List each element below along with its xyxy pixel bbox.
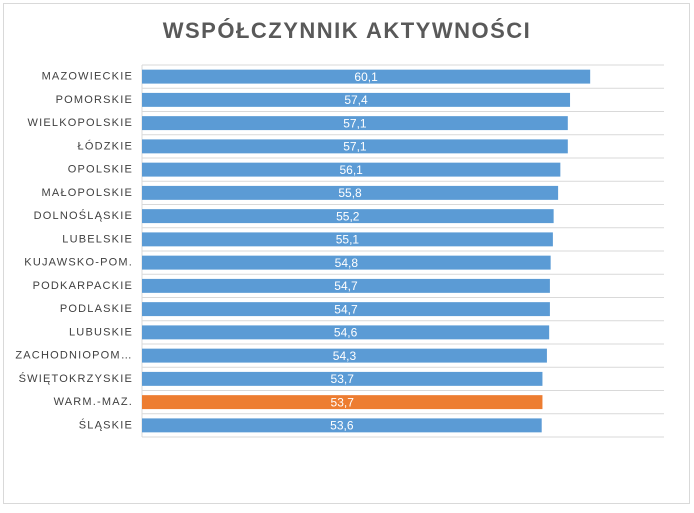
bar: [142, 139, 568, 154]
category-label: DOLNOŚLĄSKIE: [34, 209, 133, 222]
bar: [142, 92, 571, 107]
data-label: 57,1: [343, 140, 367, 154]
category-label: ŁÓDZKIE: [78, 139, 133, 152]
bar: [142, 325, 550, 340]
data-label: 55,8: [338, 186, 362, 200]
category-label: LUBELSKIE: [62, 233, 133, 245]
bar: [142, 209, 554, 224]
category-label: POMORSKIE: [56, 94, 133, 106]
data-label: 53,7: [331, 372, 355, 386]
data-label: 57,4: [344, 93, 368, 107]
bar: [142, 162, 561, 177]
data-label: 57,1: [343, 116, 367, 130]
bar: [142, 185, 559, 200]
data-label: 54,3: [333, 349, 357, 363]
bar: [142, 255, 551, 270]
category-label: PODKARPACKIE: [33, 280, 133, 292]
bar: [142, 69, 591, 84]
data-label: 56,1: [339, 163, 363, 177]
category-label: MAZOWIECKIE: [42, 71, 133, 83]
data-label: 54,6: [334, 326, 358, 340]
bar: [142, 232, 553, 247]
category-label: KUJAWSKO-POM.: [24, 257, 133, 269]
category-label: WARM.-MAZ.: [54, 396, 133, 408]
category-label: ZACHODNIOPOM…: [15, 350, 133, 362]
bar: [142, 395, 543, 410]
data-label: 55,2: [336, 209, 360, 223]
chart-title: WSPÓŁCZYNNIK AKTYWNOŚCI: [163, 18, 532, 43]
bar: [142, 348, 547, 363]
bar: [142, 418, 542, 433]
data-label: 53,6: [330, 419, 354, 433]
category-label: ŚLĄSKIE: [79, 418, 133, 431]
data-label: 60,1: [354, 70, 378, 84]
category-label: WIELKOPOLSKIE: [28, 117, 133, 129]
bar: [142, 116, 568, 131]
category-label: MAŁOPOLSKIE: [42, 187, 133, 199]
category-label: OPOLSKIE: [68, 164, 133, 176]
bar: [142, 371, 543, 386]
bar: [142, 302, 550, 317]
category-label: ŚWIĘTOKRZYSKIE: [19, 372, 133, 385]
data-label: 54,7: [334, 279, 358, 293]
category-label: PODLASKIE: [60, 303, 133, 315]
data-label: 54,8: [335, 256, 359, 270]
bar: [142, 278, 550, 293]
data-label: 55,1: [336, 233, 360, 247]
category-label: LUBUSKIE: [69, 326, 133, 338]
data-label: 54,7: [334, 302, 358, 316]
data-label: 53,7: [331, 395, 355, 409]
